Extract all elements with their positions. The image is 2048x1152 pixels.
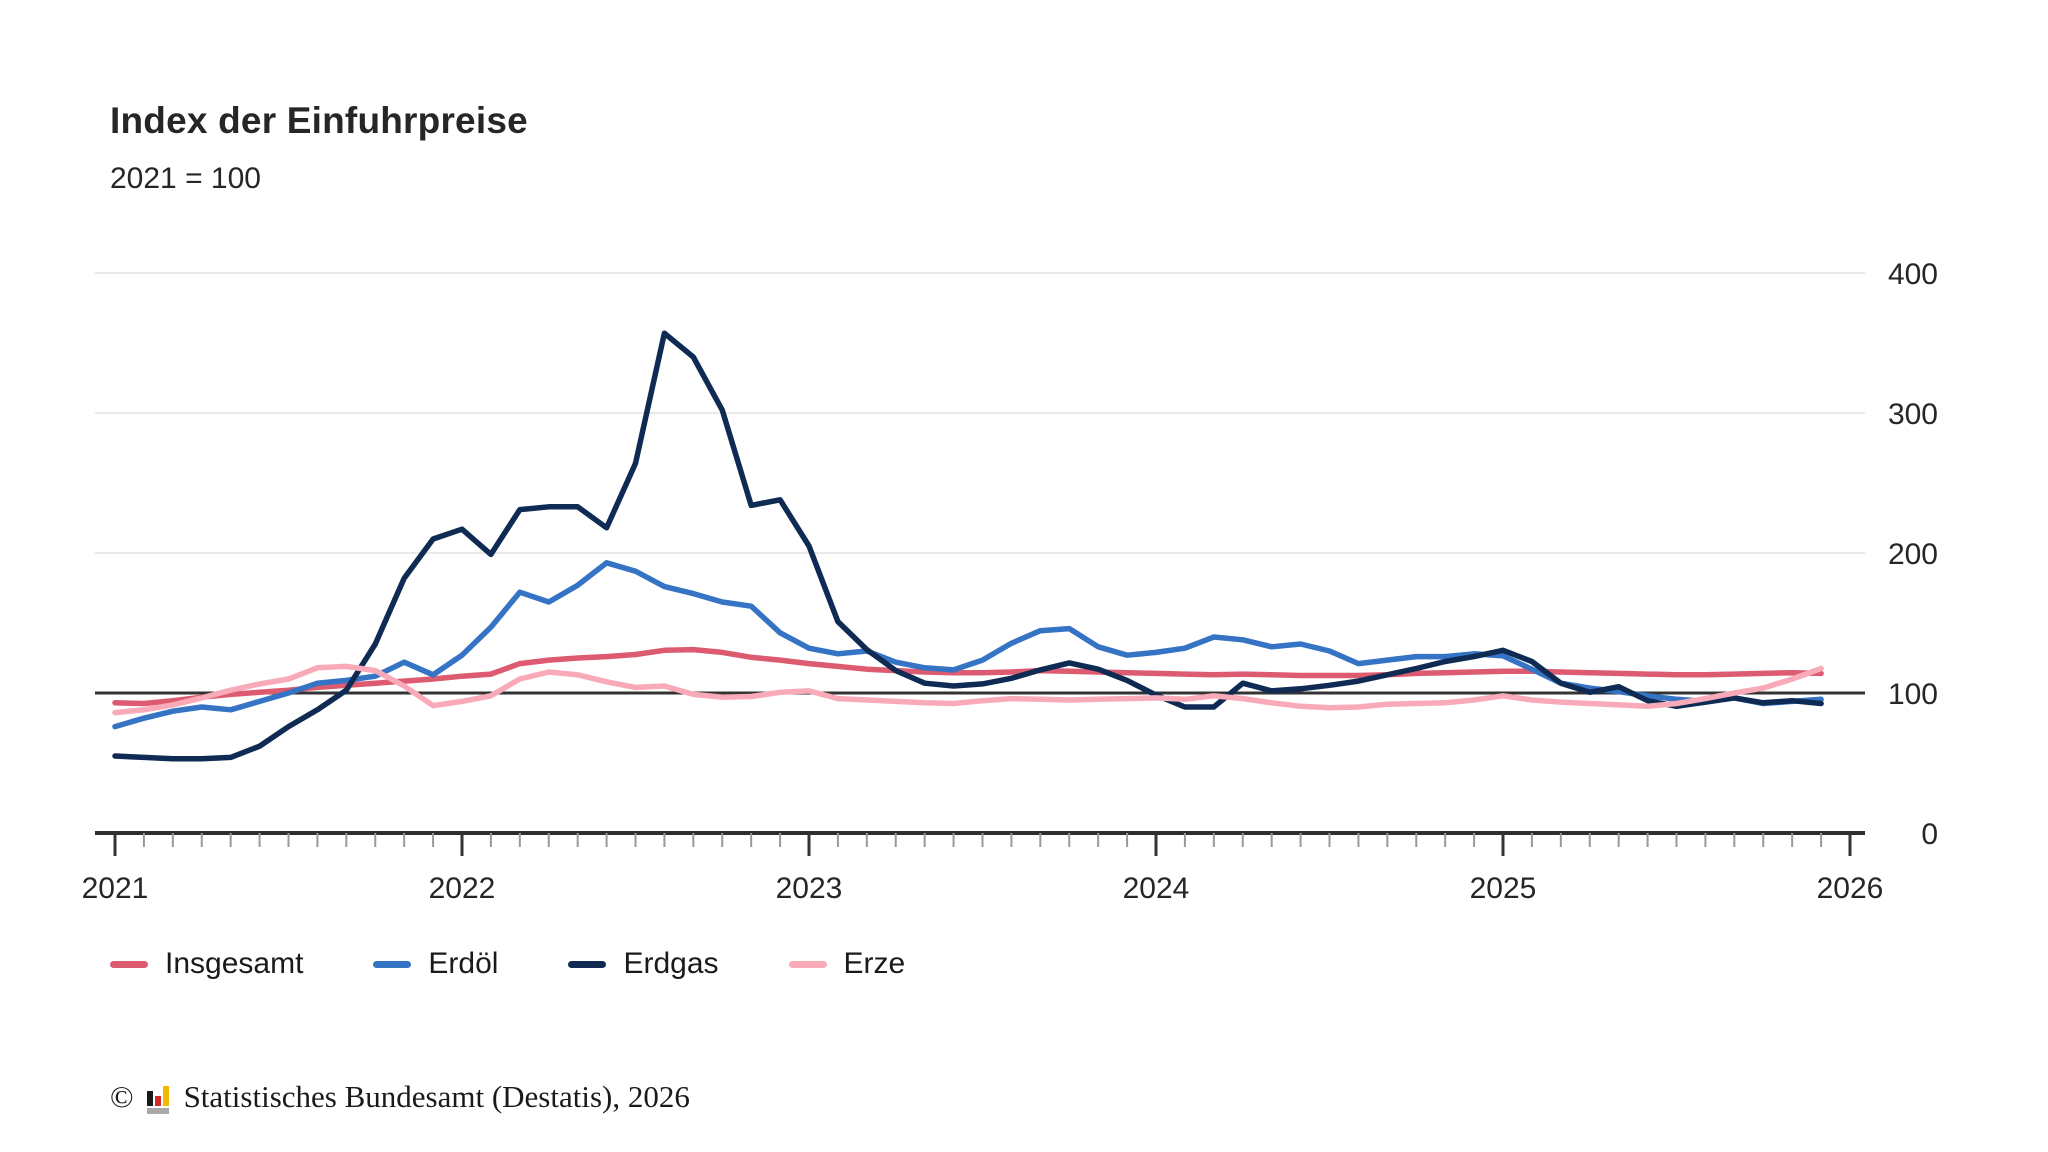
legend-label: Erdöl [428,947,499,980]
y-axis-label-100: 100 [1888,678,1938,711]
x-axis-label-2021: 2021 [82,872,149,905]
x-axis-label-2022: 2022 [429,872,496,905]
source-line: © Statistisches Bundesamt (Destatis), 20… [110,1079,690,1115]
x-axis-label-2024: 2024 [1123,872,1190,905]
y-axis-label-400: 400 [1888,258,1938,291]
chart-legend: Insgesamt Erdöl Erdgas Erze [110,942,905,986]
x-axis-label-2023: 2023 [776,872,843,905]
copyright-symbol: © [110,1079,134,1114]
legend-swatch-icon [110,960,148,968]
y-axis-label-0: 0 [1921,818,1938,851]
page-subtitle: 2021 = 100 [110,162,261,195]
legend-item-insgesamt: Insgesamt [110,947,303,981]
legend-label: Erze [843,947,906,980]
x-axis-label-2026: 2026 [1817,872,1884,905]
legend-swatch-icon [373,960,412,968]
legend-item-erd-l: Erdöl [373,947,498,981]
legend-swatch-icon [788,960,827,968]
destatis-bar-chart-icon [146,1083,171,1115]
y-axis-label-200: 200 [1888,538,1938,571]
series-line-erze [112,663,1824,716]
y-axis-label-300: 300 [1888,398,1938,431]
page-title: Index der Einfuhrpreise [110,100,528,141]
series-line-erdgas [112,330,1824,762]
series-line-erd-l [112,560,1824,730]
legend-label: Erdgas [623,947,719,980]
legend-item-erze: Erze [788,947,906,981]
x-axis-label-2025: 2025 [1470,872,1537,905]
legend-swatch-icon [568,960,607,968]
legend-item-erdgas: Erdgas [568,947,719,981]
legend-label: Insgesamt [165,947,304,980]
source-text: Statistisches Bundesamt (Destatis), 2026 [183,1079,690,1114]
